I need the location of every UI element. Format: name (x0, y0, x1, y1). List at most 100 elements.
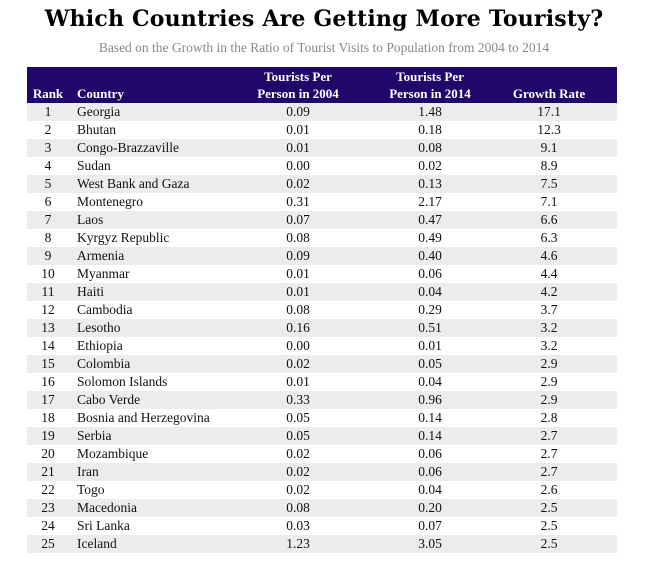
cell-tourists-2014: 0.47 (418, 212, 442, 227)
cell-tourists-2004: 0.00 (286, 338, 310, 353)
cell-tourists-2014: 0.06 (418, 464, 442, 479)
cell-tourists-2004: 0.01 (286, 284, 310, 299)
cell-tourists-2004: 0.01 (286, 140, 310, 155)
cell-growth-rate: 2.7 (540, 428, 558, 443)
cell-country: Sri Lanka (77, 518, 130, 533)
cell-tourists-2004: 0.01 (286, 266, 310, 281)
cell-tourists-2014: 0.07 (418, 518, 442, 533)
cell-tourists-2004: 0.01 (286, 122, 310, 137)
cell-tourists-2004: 0.16 (286, 320, 310, 335)
cell-growth-rate: 3.2 (540, 320, 558, 335)
cell-rank: 1 (44, 104, 52, 119)
cell-tourists-2014: 0.08 (418, 140, 442, 155)
cell-country: Solomon Islands (77, 374, 168, 389)
cell-growth-rate: 4.2 (540, 284, 558, 299)
cell-tourists-2014: 0.13 (418, 176, 442, 191)
table-row: 21 Iran 0.02 0.06 2.7 (27, 463, 617, 481)
cell-growth-rate: 2.9 (540, 392, 558, 407)
cell-tourists-2014: 0.04 (418, 374, 442, 389)
cell-tourists-2004: 0.08 (286, 500, 310, 515)
table-row: 17 Cabo Verde 0.33 0.96 2.9 (27, 391, 617, 409)
table-row: 23 Macedonia 0.08 0.20 2.5 (27, 499, 617, 517)
cell-rank: 10 (41, 266, 55, 281)
cell-tourists-2014: 2.17 (418, 194, 442, 209)
table-row: 4 Sudan 0.00 0.02 8.9 (27, 157, 617, 175)
cell-rank: 14 (41, 338, 55, 353)
table-row: 11 Haiti 0.01 0.04 4.2 (27, 283, 617, 301)
cell-rank: 20 (41, 446, 55, 461)
cell-tourists-2014: 0.04 (418, 482, 442, 497)
cell-tourists-2014: 0.14 (418, 410, 442, 425)
table-row: 2 Bhutan 0.01 0.18 12.3 (27, 121, 617, 139)
table-body: 1 Georgia 0.09 1.48 17.1 2 Bhutan 0.01 0.18 12.3 3… (27, 103, 617, 553)
cell-rank: 13 (41, 320, 55, 335)
cell-growth-rate: 3.2 (540, 338, 558, 353)
cell-country: Ethiopia (77, 338, 123, 353)
cell-growth-rate: 12.3 (537, 122, 561, 137)
cell-tourists-2014: 0.49 (418, 230, 442, 245)
cell-tourists-2004: 0.09 (286, 248, 310, 263)
cell-rank: 18 (41, 410, 55, 425)
cell-growth-rate: 17.1 (537, 104, 561, 119)
cell-tourists-2014: 1.48 (418, 104, 442, 119)
cell-growth-rate: 2.8 (540, 410, 558, 425)
cell-country: Montenegro (77, 194, 143, 209)
cell-growth-rate: 7.1 (540, 194, 558, 209)
cell-tourists-2004: 0.02 (286, 482, 310, 497)
cell-growth-rate: 8.9 (540, 158, 558, 173)
cell-growth-rate: 4.4 (540, 266, 558, 281)
cell-tourists-2004: 0.31 (286, 194, 310, 209)
table-row: 14 Ethiopia 0.00 0.01 3.2 (27, 337, 617, 355)
table-row: 18 Bosnia and Herzegovina 0.05 0.14 2.8 (27, 409, 617, 427)
cell-growth-rate: 4.6 (540, 248, 558, 263)
table-row: 24 Sri Lanka 0.03 0.07 2.5 (27, 517, 617, 535)
cell-rank: 25 (41, 536, 55, 551)
cell-tourists-2014: 0.18 (418, 122, 442, 137)
table-row: 3 Congo-Brazzaville 0.01 0.08 9.1 (27, 139, 617, 157)
table-row: 13 Lesotho 0.16 0.51 3.2 (27, 319, 617, 337)
cell-rank: 16 (41, 374, 55, 389)
cell-tourists-2004: 0.05 (286, 428, 310, 443)
header-2014-line2: Person in 2014 (389, 86, 471, 101)
cell-rank: 5 (44, 176, 52, 191)
cell-tourists-2014: 0.04 (418, 284, 442, 299)
cell-country: Cabo Verde (77, 392, 141, 407)
cell-country: Iran (77, 464, 99, 479)
cell-tourists-2014: 0.06 (418, 446, 442, 461)
cell-growth-rate: 2.9 (540, 356, 558, 371)
table-row: 22 Togo 0.02 0.04 2.6 (27, 481, 617, 499)
cell-country: Laos (77, 212, 104, 227)
cell-tourists-2004: 0.33 (286, 392, 310, 407)
table-row: 25 Iceland 1.23 3.05 2.5 (27, 535, 617, 553)
cell-tourists-2014: 3.05 (418, 536, 442, 551)
cell-growth-rate: 2.5 (540, 536, 558, 551)
cell-tourists-2004: 0.02 (286, 176, 310, 191)
cell-tourists-2004: 0.09 (286, 104, 310, 119)
cell-growth-rate: 6.3 (540, 230, 558, 245)
data-table: Rank Country Tourists Per Person in 2004… (27, 67, 617, 553)
table-row: 5 West Bank and Gaza 0.02 0.13 7.5 (27, 175, 617, 193)
cell-country: Georgia (77, 104, 121, 119)
cell-growth-rate: 2.5 (540, 500, 558, 515)
cell-tourists-2014: 0.96 (418, 392, 442, 407)
header-country: Country (77, 86, 124, 101)
cell-rank: 7 (44, 212, 52, 227)
cell-tourists-2004: 1.23 (286, 536, 310, 551)
cell-rank: 21 (41, 464, 55, 479)
cell-tourists-2004: 0.08 (286, 302, 310, 317)
cell-tourists-2004: 0.01 (286, 374, 310, 389)
cell-tourists-2014: 0.51 (418, 320, 442, 335)
cell-rank: 6 (44, 194, 52, 209)
cell-rank: 3 (44, 140, 52, 155)
table-row: 6 Montenegro 0.31 2.17 7.1 (27, 193, 617, 211)
cell-country: Cambodia (77, 302, 133, 317)
cell-tourists-2004: 0.00 (286, 158, 310, 173)
table-header: Rank Country Tourists Per Person in 2004… (27, 67, 617, 103)
table-row: 1 Georgia 0.09 1.48 17.1 (27, 103, 617, 121)
cell-country: Iceland (77, 536, 117, 551)
cell-country: Bosnia and Herzegovina (77, 410, 210, 425)
chart-subtitle: Based on the Growth in the Ratio of Tour… (98, 40, 550, 55)
cell-tourists-2014: 0.01 (418, 338, 442, 353)
header-2004-line1: Tourists Per (264, 69, 332, 84)
cell-rank: 15 (41, 356, 55, 371)
